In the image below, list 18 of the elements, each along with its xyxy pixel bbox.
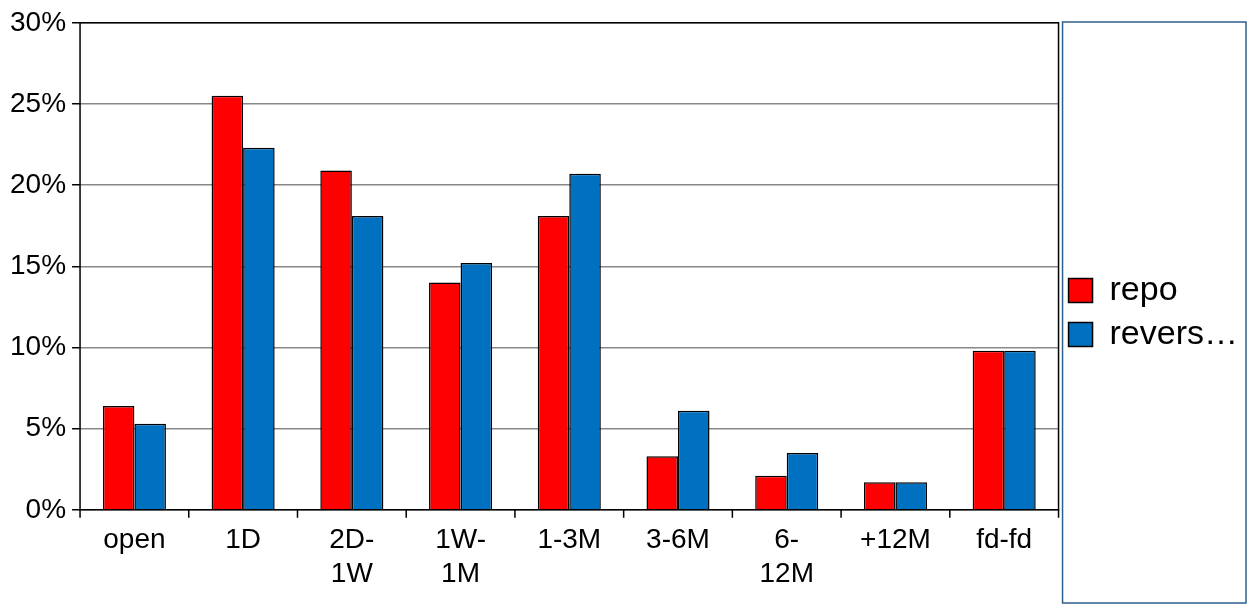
x-tick-label: 1-3M: [537, 523, 602, 555]
y-tick-label: 20%: [9, 167, 67, 199]
legend-label: revers…: [1109, 312, 1239, 351]
x-tick-label: open: [103, 523, 166, 555]
x-tick-label: 3-6M: [646, 523, 710, 555]
x-tick-label: 2D-1W: [329, 523, 375, 588]
x-tick-label: fd-fd: [976, 523, 1033, 555]
legend-label: repo: [1109, 268, 1178, 307]
x-tick-label: 6-12M: [759, 523, 814, 588]
y-tick-label: 30%: [9, 5, 67, 37]
y-tick-label: 25%: [9, 86, 67, 118]
y-tick-label: 0%: [25, 492, 67, 524]
x-tick-label: 1D: [225, 523, 262, 555]
y-tick-label: 15%: [9, 249, 67, 281]
y-tick-label: 5%: [25, 411, 67, 443]
x-tick-label: +12M: [860, 523, 931, 555]
x-tick-label: 1W-1M: [435, 523, 486, 588]
y-tick-label: 10%: [9, 330, 67, 362]
